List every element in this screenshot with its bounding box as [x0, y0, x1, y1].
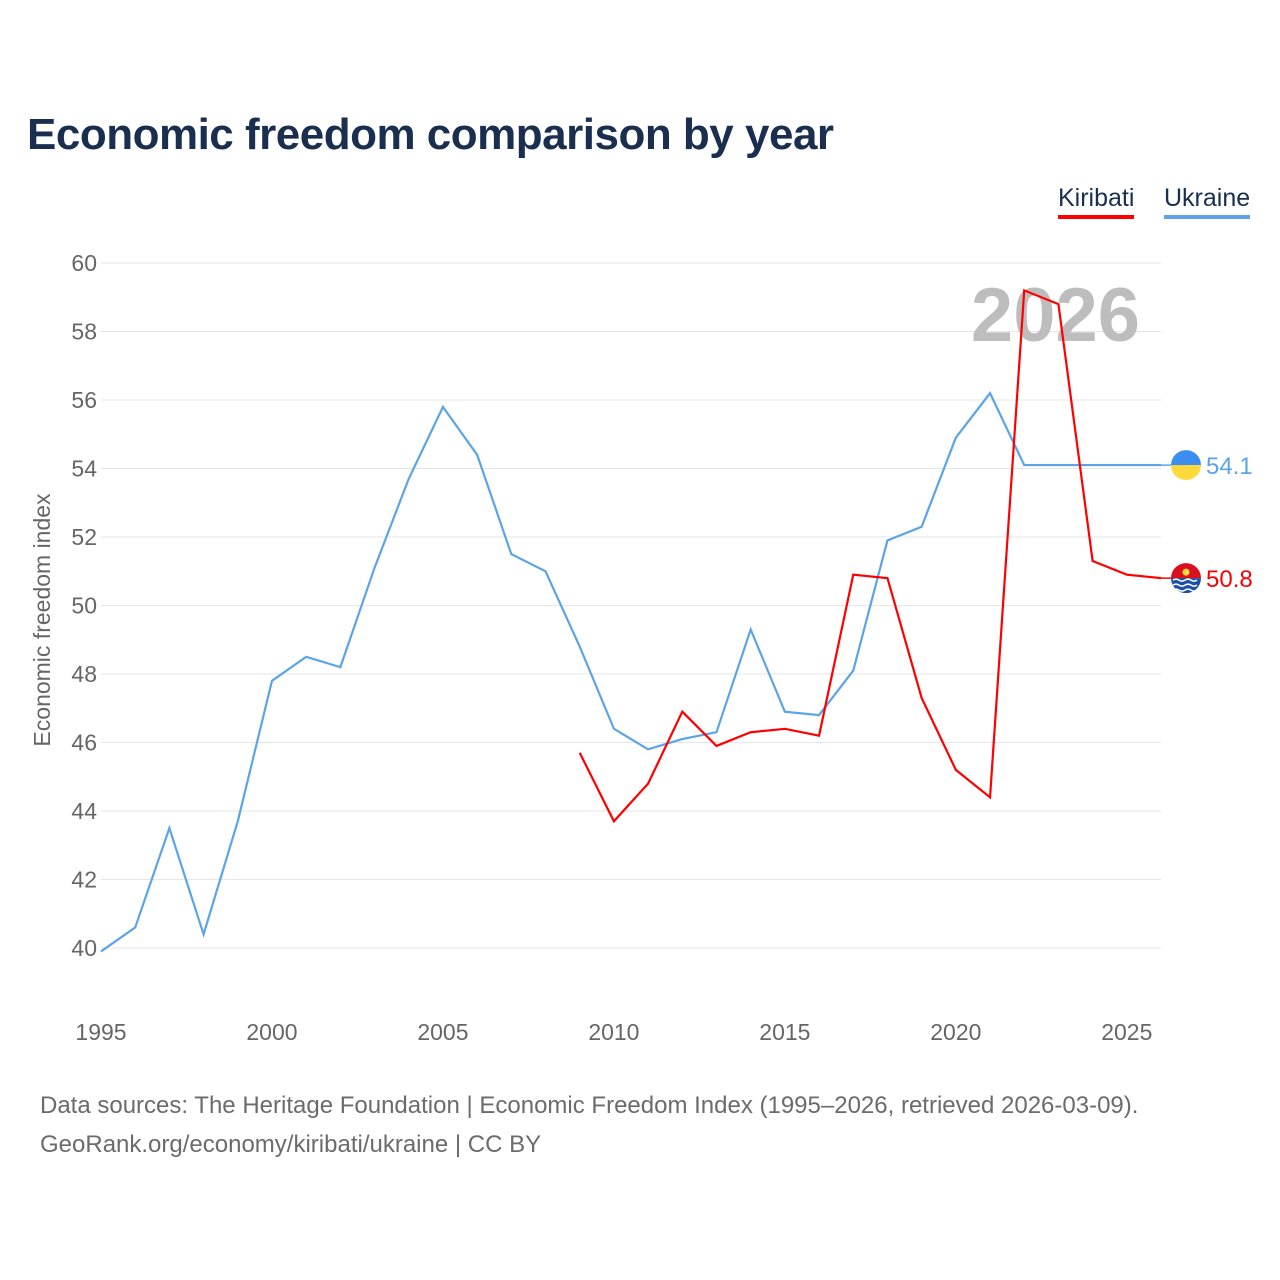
kiribati-sun-icon	[1182, 568, 1190, 576]
kiribati-wave-icon	[1172, 588, 1198, 592]
x-tick-label: 2000	[246, 1019, 297, 1045]
x-tick-label: 2005	[417, 1019, 468, 1045]
y-tick-label: 48	[71, 661, 97, 687]
x-tick-label: 2025	[1101, 1019, 1152, 1045]
url-text[interactable]: GeoRank.org/economy/kiribati/ukraine | C…	[40, 1131, 542, 1158]
footer: Data sources: The Heritage Foundation | …	[40, 1086, 1138, 1164]
end-value-label: 54.1	[1206, 453, 1253, 480]
ukraine-flag-icon	[1171, 450, 1201, 466]
end-value-label: 50.8	[1206, 566, 1253, 593]
y-tick-label: 52	[71, 524, 97, 550]
chart-title: Economic freedom comparison by year	[27, 110, 834, 159]
kiribati-wave-icon	[1172, 583, 1198, 587]
kiribati-wave-icon	[1172, 578, 1198, 582]
year-watermark: 2026	[971, 273, 1140, 358]
x-tick-label: 2020	[930, 1019, 981, 1045]
y-tick-label: 58	[71, 319, 97, 345]
y-tick-label: 60	[71, 250, 97, 276]
x-tick-label: 2015	[759, 1019, 810, 1045]
legend-kiribati[interactable]: Kiribati	[1058, 184, 1135, 219]
x-tick-label: 1995	[75, 1019, 126, 1045]
source-text: Data sources: The Heritage Foundation | …	[40, 1092, 1139, 1119]
y-tick-label: 50	[71, 593, 97, 619]
ukraine-flag-icon	[1171, 465, 1201, 481]
series-line-kiribati	[578, 288, 1162, 824]
x-tick-label: 2010	[588, 1019, 639, 1045]
y-tick-label: 40	[71, 935, 97, 961]
y-tick-label: 42	[71, 867, 97, 893]
y-tick-label: 54	[71, 456, 97, 482]
y-tick-label: 46	[71, 730, 97, 756]
y-axis-label: Economic freedom index	[29, 493, 55, 747]
legend-ukraine[interactable]: Ukraine	[1164, 184, 1251, 219]
y-tick-label: 44	[71, 798, 97, 824]
y-tick-label: 56	[71, 387, 97, 413]
series-line-ukraine	[100, 391, 1161, 953]
